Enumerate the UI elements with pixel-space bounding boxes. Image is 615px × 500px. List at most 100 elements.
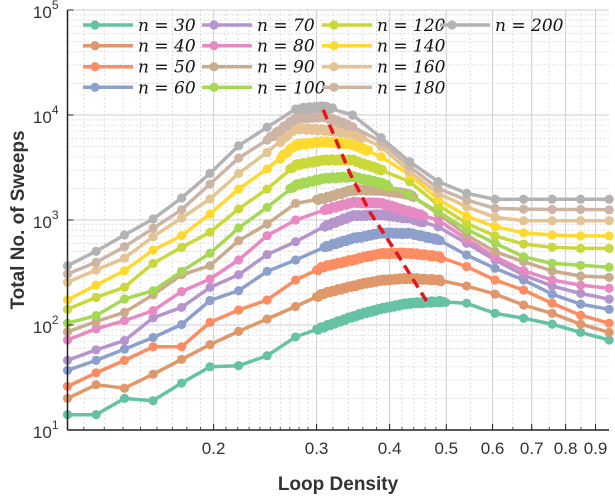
legend-item: n = 50 [83, 58, 196, 78]
data-point [91, 280, 101, 290]
data-point [319, 102, 329, 112]
data-point [290, 275, 301, 285]
data-point [205, 227, 215, 237]
data-point [234, 141, 244, 151]
data-point [547, 194, 557, 204]
data-point [262, 219, 272, 229]
data-point [576, 194, 586, 204]
data-point [148, 342, 158, 352]
data-point [576, 288, 586, 298]
data-point [91, 345, 101, 355]
data-point [462, 298, 472, 308]
data-point [519, 300, 529, 310]
data-point [604, 194, 614, 204]
data-point [519, 313, 529, 323]
data-point [290, 113, 301, 123]
data-point [547, 289, 557, 299]
data-point [433, 215, 443, 225]
x-tick-label: 0.2 [202, 439, 226, 458]
data-point [405, 157, 415, 167]
legend-label: n = 120 [377, 16, 446, 36]
series-n160 [62, 122, 614, 287]
data-point [347, 211, 358, 221]
data-point [91, 355, 101, 366]
data-point [576, 319, 586, 329]
legend-label: n = 70 [257, 16, 315, 36]
data-point [490, 263, 500, 273]
data-point [119, 242, 130, 252]
data-point [319, 155, 329, 165]
data-point [347, 255, 358, 265]
data-point-dense [419, 211, 429, 221]
legend-item: n = 60 [83, 78, 196, 98]
data-point [205, 179, 215, 189]
data-point [148, 245, 158, 255]
y-tick-label: 103 [33, 208, 59, 232]
data-point [433, 251, 443, 262]
data-point [576, 271, 586, 281]
data-point [576, 280, 586, 290]
data-point [547, 204, 557, 215]
data-point [176, 302, 187, 313]
legend-marker [209, 82, 219, 92]
legend-marker [90, 62, 100, 72]
data-point [490, 231, 500, 241]
data-point [205, 282, 215, 293]
data-point [519, 204, 529, 214]
data-point [262, 135, 272, 145]
y-axis-label: Total No. of Sweeps [8, 130, 29, 309]
data-point [376, 178, 386, 188]
data-point [290, 198, 301, 208]
data-point [234, 236, 244, 246]
data-point [547, 275, 557, 285]
x-tick-label: 0.4 [378, 439, 402, 458]
data-point [433, 183, 443, 193]
legend-item: n = 180 [322, 78, 446, 98]
data-point [176, 193, 187, 203]
data-point [119, 307, 130, 317]
data-point [205, 261, 215, 271]
legend-item: n = 140 [322, 37, 446, 57]
legend-marker [329, 82, 339, 92]
data-point [205, 209, 215, 219]
data-point [319, 261, 329, 272]
data-point [462, 218, 472, 228]
legend-label: n = 60 [138, 78, 196, 98]
legend-item: n = 120 [322, 16, 446, 36]
series-n40 [62, 272, 614, 403]
data-point [91, 368, 101, 378]
legend-item: n = 40 [83, 37, 196, 57]
data-point [290, 140, 301, 150]
data-point [91, 265, 101, 275]
data-point [148, 223, 158, 233]
data-point-dense [357, 133, 367, 143]
data-point [290, 123, 301, 133]
data-point [148, 306, 158, 316]
x-tick-label: 0.3 [305, 439, 329, 458]
data-point [148, 369, 158, 379]
data-point [462, 195, 472, 205]
data-point [462, 211, 472, 221]
legend-item: n = 30 [83, 16, 196, 36]
data-point [176, 287, 187, 297]
data-point [376, 275, 386, 285]
x-tick-label: 0.9 [584, 439, 608, 458]
legend-item: n = 160 [322, 58, 446, 78]
y-tick-label: 101 [33, 418, 59, 442]
data-point [234, 153, 244, 163]
data-point [91, 410, 101, 420]
data-point [319, 205, 329, 215]
data-point [262, 351, 272, 361]
data-point [604, 272, 614, 283]
data-point [290, 160, 301, 170]
data-point [119, 316, 130, 326]
data-point [234, 270, 244, 280]
data-point [405, 248, 415, 258]
series-line [66, 104, 610, 268]
data-point [91, 292, 101, 303]
data-point [262, 164, 272, 174]
x-tick-label: 0.7 [520, 439, 544, 458]
data-point [262, 314, 272, 324]
legend-marker [90, 41, 100, 51]
